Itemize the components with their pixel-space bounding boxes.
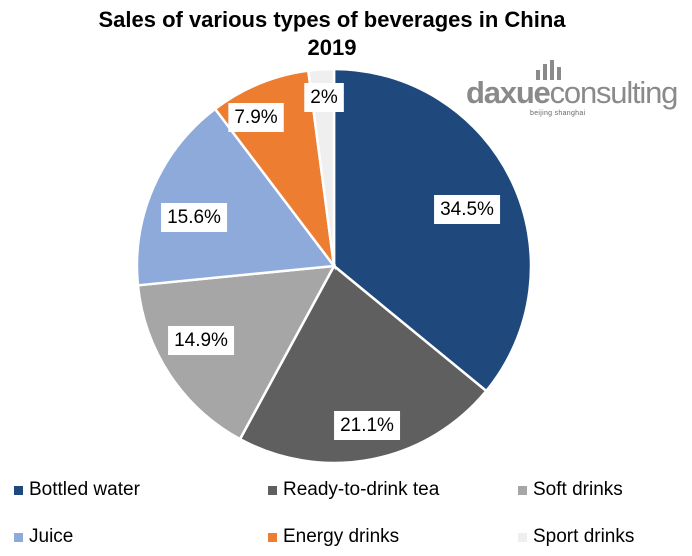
legend-item-energy-drinks: Energy drinks	[268, 526, 399, 548]
legend-swatch	[14, 485, 23, 495]
logo-brand-bold: daxue	[466, 75, 551, 110]
chart-legend: Bottled water Ready-to-drink tea Soft drin…	[0, 470, 692, 556]
legend-swatch	[268, 532, 277, 542]
legend-item-juice: Juice	[14, 526, 73, 548]
data-label-text: 34.5%	[440, 199, 494, 220]
legend-item-ready-to-drink-tea: Ready-to-drink tea	[268, 479, 439, 501]
logo-wordmark: daxueconsulting	[466, 75, 679, 110]
daxue-consulting-logo: daxueconsulting beijing shanghai	[466, 60, 686, 120]
data-label-sport-drinks: 2%	[304, 83, 344, 112]
logo-brand-light: consulting	[549, 75, 679, 110]
data-label-box	[304, 83, 344, 112]
legend-item-sport-drinks: Sport drinks	[518, 526, 634, 548]
pie-slice-sport-drinks	[306, 67, 336, 267]
data-label-text: 2%	[310, 87, 338, 108]
data-label-energy-drinks: 7.9%	[228, 103, 284, 132]
data-label-box	[434, 195, 501, 224]
legend-label: Juice	[29, 526, 74, 547]
pie-slice-juice	[135, 107, 337, 287]
data-label-text: 15.6%	[167, 207, 221, 228]
chart-title-line2: 2019	[307, 35, 357, 60]
data-label-box	[228, 103, 284, 132]
data-label-ready-to-drink-tea: 21.1%	[334, 411, 401, 440]
data-label-box	[168, 326, 235, 355]
pie-slice-ready-to-drink-tea	[238, 264, 489, 465]
legend-swatch	[268, 485, 277, 495]
logo-tagline: beijing shanghai	[530, 110, 586, 117]
legend-label: Ready-to-drink tea	[283, 479, 440, 500]
data-label-box	[334, 411, 401, 440]
data-label-text: 21.1%	[340, 415, 394, 436]
chart-title-line1: Sales of various types of beverages in C…	[98, 7, 566, 32]
data-label-bottled-water: 34.5%	[434, 195, 501, 224]
legend-item-soft-drinks: Soft drinks	[518, 479, 623, 501]
legend-label: Bottled water	[29, 479, 140, 500]
chart-title: Sales of various types of beverages in C…	[0, 6, 664, 62]
data-label-text: 14.9%	[174, 330, 228, 351]
data-label-juice: 15.6%	[161, 203, 228, 232]
legend-swatch	[518, 532, 527, 542]
pie-slice-soft-drinks	[136, 264, 337, 441]
legend-label: Soft drinks	[533, 479, 623, 500]
data-label-text: 7.9%	[234, 107, 277, 128]
legend-swatch	[518, 485, 527, 495]
data-label-soft-drinks: 14.9%	[168, 326, 235, 355]
data-label-box	[161, 203, 228, 232]
legend-label: Sport drinks	[533, 526, 635, 547]
legend-label: Energy drinks	[283, 526, 400, 547]
logo-bars-icon	[536, 60, 561, 80]
legend-swatch	[14, 532, 23, 542]
legend-item-bottled-water: Bottled water	[14, 479, 140, 501]
pie-chart: 34.5% 21.1% 14.9% 15.6% 7.9% 2%	[135, 67, 533, 465]
pie-slice-bottled-water	[332, 67, 533, 393]
